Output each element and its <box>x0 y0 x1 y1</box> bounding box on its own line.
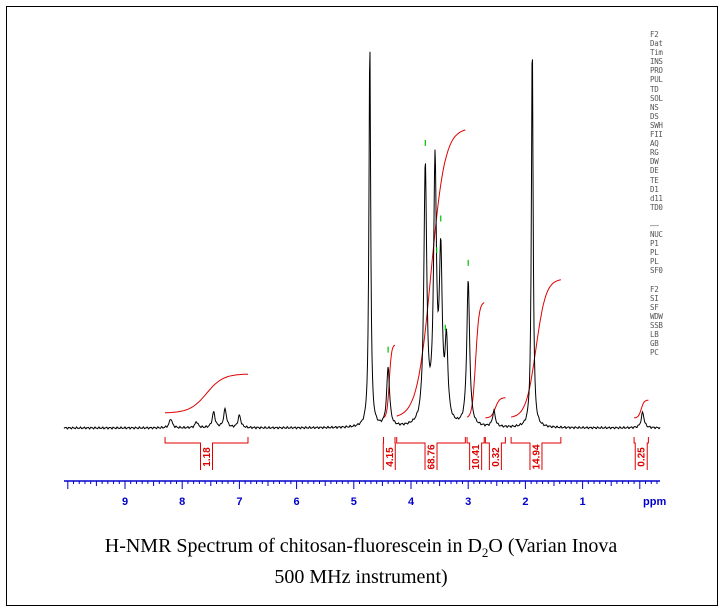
caption-line-1: H-NMR Spectrum of chitosan-fluorescein i… <box>0 534 722 565</box>
x-tick-label: 2 <box>522 496 528 508</box>
param-row: DW <box>650 157 659 167</box>
integral-curve <box>466 302 485 418</box>
param-row: LB <box>650 330 659 340</box>
param-separator: —— <box>650 220 659 230</box>
param-row: TE <box>650 175 659 185</box>
integral-curves <box>165 129 649 419</box>
param-row: NUC <box>650 230 663 240</box>
integral-bracket <box>484 437 506 470</box>
x-tick-label: 9 <box>122 496 128 508</box>
peak-marker-layer <box>387 140 469 353</box>
integral-bracket <box>396 437 466 470</box>
param-row: PC <box>650 348 659 358</box>
x-tick-label: 4 <box>408 496 415 508</box>
param-row: TD0 <box>650 202 663 212</box>
integral-value: 10.41 <box>471 444 482 469</box>
integral-value: 14.94 <box>531 444 542 469</box>
integral-curve <box>165 373 248 414</box>
param-row: PUL <box>650 75 663 85</box>
integral-bracket <box>510 437 562 470</box>
integral-value: 68.76 <box>427 444 438 469</box>
param-row: FII <box>650 130 663 140</box>
param-row: SF <box>650 302 659 312</box>
spectrum-layer <box>63 51 661 430</box>
params-gap <box>650 276 680 285</box>
x-tick-label: 7 <box>236 496 242 508</box>
x-tick-label: 3 <box>465 496 471 508</box>
param-row: P1 <box>650 239 659 249</box>
param-row: PL <box>650 248 659 258</box>
caption-line-2: 500 MHz instrument) <box>274 566 448 588</box>
x-axis: 9 8 7 6 5 4 3 2 1 ppm <box>64 480 666 508</box>
param-row: Dat <box>650 39 663 49</box>
param-row: WDW <box>650 311 663 321</box>
integral-curve <box>510 279 561 418</box>
x-tick-label: 6 <box>294 496 300 508</box>
integral-brackets: 1.18 4.15 68.76 10.41 0.32 14.94 0.25 <box>164 437 649 470</box>
param-row: d11 <box>650 193 663 203</box>
params-gap <box>650 212 680 221</box>
param-row: Tim <box>650 48 663 58</box>
integral-value: 0.32 <box>491 447 502 467</box>
figure-caption: H-NMR Spectrum of chitosan-fluorescein i… <box>0 534 722 590</box>
param-row: SF0 <box>650 266 663 276</box>
param-row: AQ <box>650 139 659 149</box>
param-row: GB <box>650 339 659 349</box>
integral-value: 1.18 <box>202 447 213 467</box>
caption-line1-tail: O (Varian Inova <box>488 535 618 557</box>
param-row: SI <box>650 293 659 303</box>
param-row: INS <box>650 57 663 67</box>
x-axis-label: ppm <box>643 496 666 508</box>
param-row: PL <box>650 257 659 267</box>
integral-bracket <box>164 437 249 470</box>
param-row: F2 <box>650 284 659 294</box>
param-row: DS <box>650 111 659 121</box>
nmr-spectrum-plot: 1.18 4.15 68.76 10.41 0.32 14.94 0.25 9 8 7 6 5 4 3 2… <box>63 51 666 508</box>
param-row: SOL <box>650 93 663 103</box>
param-row: F2 <box>650 30 659 39</box>
param-row: NS <box>650 102 659 112</box>
caption-line1-text: H-NMR Spectrum of chitosan-fluorescein i… <box>104 535 482 557</box>
integral-bracket <box>466 437 485 470</box>
param-row: SWH <box>650 120 663 130</box>
integral-curve <box>485 397 506 419</box>
x-tick-label: 8 <box>179 496 185 508</box>
integral-bracket <box>633 437 649 470</box>
caption-subscript: 2 <box>481 545 489 560</box>
param-row: SSB <box>650 321 663 330</box>
integral-value: 4.15 <box>385 447 396 467</box>
param-row: PRO <box>650 66 663 76</box>
param-row: RG <box>650 148 659 158</box>
param-row: D1 <box>650 184 659 194</box>
x-tick-label: 5 <box>351 496 357 508</box>
param-row: TD <box>650 84 659 94</box>
integral-value: 0.25 <box>637 447 648 467</box>
x-tick-label: 1 <box>580 496 586 508</box>
integral-curve <box>633 399 649 419</box>
spectrum-trace <box>63 51 661 430</box>
acquisition-parameters-panel: F2 Dat Tim INS PRO PUL TD SOL NS DS SWH FII AQ RG DW DE… <box>650 30 680 357</box>
param-row: DE <box>650 166 659 176</box>
integral-bracket <box>382 437 396 470</box>
integral-curve <box>396 129 466 417</box>
